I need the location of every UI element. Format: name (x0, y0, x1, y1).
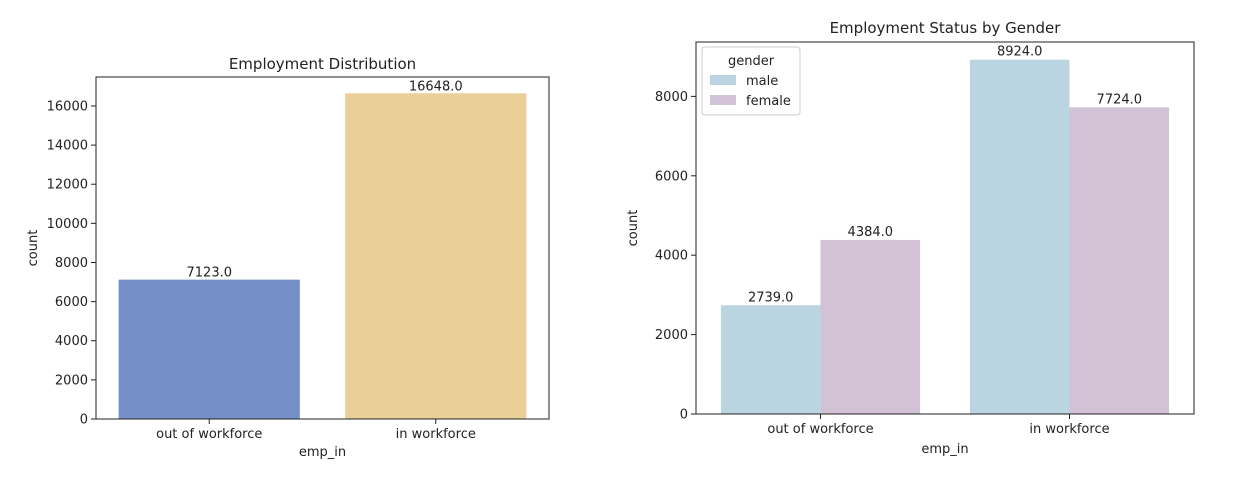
y-tick-label: 6000 (655, 169, 688, 184)
data-label: 7123.0 (187, 266, 233, 281)
y-tick-label: 0 (80, 413, 88, 428)
data-label: 8924.0 (997, 45, 1043, 60)
y-tick-label: 8000 (655, 90, 688, 105)
data-label: 7724.0 (1097, 92, 1143, 107)
bar-male-1 (720, 305, 821, 414)
chart-2: 2739.0 8924.0 4384.0 7724.0 0 2000 4000 6000 800… (626, 19, 1195, 457)
y-tick-label: 4000 (655, 249, 688, 264)
data-label: 16648.0 (409, 79, 463, 94)
x-tick-label: in workforce (1029, 422, 1109, 437)
plot-frame (695, 41, 1195, 415)
legend-entry-male: male (746, 74, 778, 89)
y-tick-label: 16000 (47, 99, 88, 114)
y-tick-label: 14000 (47, 139, 88, 154)
legend-title: gender (728, 54, 775, 69)
bar-female-2 (1069, 107, 1170, 414)
bar-1 (118, 279, 300, 419)
y-tick-label: 8000 (55, 256, 88, 271)
legend-swatch-female (710, 95, 736, 105)
y-axis-label: count (626, 210, 641, 247)
chart-1: 7123.0 16648.0 0 2000 4000 6000 8000 10000 12000… (26, 55, 550, 460)
legend-swatch-male (710, 75, 736, 85)
y-tick-label: 0 (680, 408, 688, 423)
legend-entry-female: female (746, 94, 791, 109)
y-tick-label: 10000 (47, 217, 88, 232)
y-axis-label: count (26, 230, 41, 267)
bar-2 (345, 93, 527, 420)
data-label: 4384.0 (848, 225, 894, 240)
x-tick-label: out of workforce (156, 427, 262, 442)
chart-title: Employment Status by Gender (830, 19, 1062, 37)
y-tick-label: 2000 (655, 328, 688, 343)
legend: gender male female (701, 46, 801, 116)
y-tick-label: 4000 (55, 334, 88, 349)
y-tick-label: 6000 (55, 295, 88, 310)
x-tick-label: out of workforce (767, 422, 873, 437)
plot-frame (95, 76, 550, 420)
bar-female-1 (820, 239, 921, 414)
bar-male-2 (969, 59, 1070, 414)
x-axis-label: emp_in (299, 445, 346, 460)
x-axis-label: emp_in (921, 442, 968, 457)
x-tick-label: in workforce (396, 427, 476, 442)
y-tick-label: 12000 (47, 178, 88, 193)
data-label: 2739.0 (748, 290, 794, 305)
chart-title: Employment Distribution (229, 55, 416, 73)
y-tick-label: 2000 (55, 373, 88, 388)
